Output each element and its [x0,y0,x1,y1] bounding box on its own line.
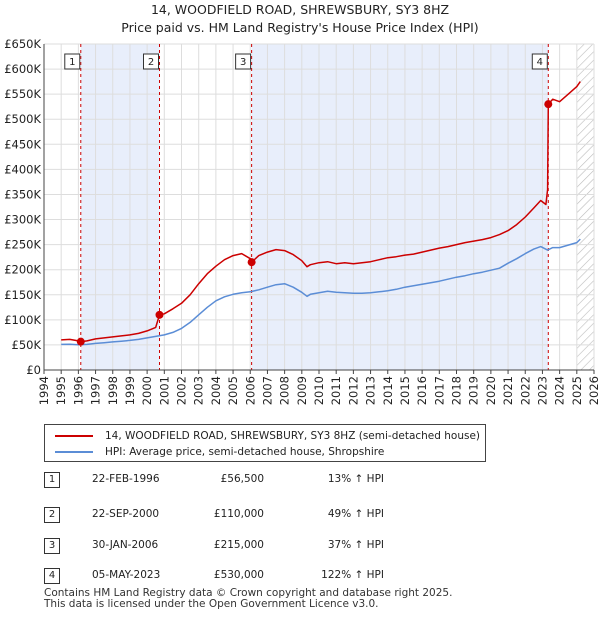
table-row: 1 22-FEB-1996 £56,500 13% ↑ HPI [44,472,444,492]
transaction-hpi: 49% ↑ HPI [294,508,384,520]
y-tick-label: £450K [4,137,41,151]
legend-label-hpi: HPI: Average price, semi-detached house,… [105,446,384,458]
transaction-date: 05-MAY-2023 [92,569,160,581]
x-tick-label: 2010 [312,376,326,405]
sale-point [156,311,164,319]
transaction-date: 22-FEB-1996 [92,473,160,485]
x-tick-label: 2019 [467,376,481,405]
shaded-period [81,44,160,370]
sale-label: 3 [240,57,246,68]
x-tick-label: 1997 [89,376,103,405]
sale-point [248,258,256,266]
x-tick-label: 2025 [570,376,584,405]
transaction-price: £110,000 [184,508,264,520]
table-row: 4 05-MAY-2023 £530,000 122% ↑ HPI [44,568,444,588]
x-tick-label: 2007 [260,376,274,405]
legend-label-property: 14, WOODFIELD ROAD, SHREWSBURY, SY3 8HZ … [105,430,480,442]
x-tick-label: 2022 [518,376,532,405]
footer-license: This data is licensed under the Open Gov… [44,599,452,610]
price-chart: 1 2 3 4 £0 £50K £100K £150K £200K £250K £300K £350… [0,0,600,420]
transaction-hpi: 37% ↑ HPI [294,539,384,551]
transaction-price: £56,500 [184,473,264,485]
x-tick-label: 2018 [450,376,464,405]
y-tick-label: £0 [26,363,41,377]
y-tick-label: £250K [4,238,41,252]
sale-label-box: 1 [65,54,80,69]
table-row: 3 30-JAN-2006 £215,000 37% ↑ HPI [44,538,444,558]
x-tick-label: 2001 [157,376,171,405]
x-tick-label: 2005 [226,376,240,405]
x-tick-label: 2013 [364,376,378,405]
x-tick-label: 1998 [106,376,120,405]
sale-label: 2 [148,57,154,68]
x-tick-label: 2002 [175,376,189,405]
transaction-price: £530,000 [184,569,264,581]
future-hatch [577,44,594,370]
x-tick-label: 2008 [278,376,292,405]
x-tick-label: 1994 [37,376,51,405]
x-tick-label: 2011 [329,376,343,405]
transaction-number: 1 [44,472,60,488]
x-tick-label: 1999 [123,376,137,405]
x-tick-label: 2024 [553,376,567,405]
sale-label-box: 2 [144,54,159,69]
legend: 14, WOODFIELD ROAD, SHREWSBURY, SY3 8HZ … [44,424,486,462]
x-tick-label: 2014 [381,376,395,405]
x-tick-label: 1996 [71,376,85,405]
x-tick-label: 1995 [54,376,68,405]
y-tick-label: £200K [4,263,41,277]
transaction-date: 22-SEP-2000 [92,508,159,520]
sale-label: 4 [537,57,543,68]
x-tick-label: 2017 [432,376,446,405]
y-tick-label: £400K [4,162,41,176]
legend-swatch-hpi [55,451,93,453]
y-tick-label: £50K [12,338,42,352]
y-tick-label: £150K [4,288,41,302]
x-tick-label: 2012 [346,376,360,405]
x-tick-label: 2004 [209,376,223,405]
y-tick-label: £300K [4,213,41,227]
sale-label-box: 3 [236,54,251,69]
transaction-number: 2 [44,507,60,523]
y-tick-label: £600K [4,62,41,76]
legend-item-property: 14, WOODFIELD ROAD, SHREWSBURY, SY3 8HZ … [55,428,480,444]
y-tick-label: £650K [4,37,41,51]
x-tick-label: 2009 [295,376,309,405]
x-tick-label: 2021 [501,376,515,405]
sale-point [77,338,85,346]
sale-label-box: 4 [532,54,547,69]
footer: Contains HM Land Registry data © Crown c… [44,588,452,610]
transaction-hpi: 13% ↑ HPI [294,473,384,485]
transaction-price: £215,000 [184,539,264,551]
shaded-period [252,44,549,370]
legend-item-hpi: HPI: Average price, semi-detached house,… [55,444,384,460]
x-tick-label: 2026 [587,376,600,405]
transaction-number: 3 [44,538,60,554]
x-tick-label: 2020 [484,376,498,405]
sale-point [544,100,552,108]
y-tick-label: £350K [4,187,41,201]
transaction-number: 4 [44,568,60,584]
legend-swatch-property [55,435,93,437]
transaction-hpi: 122% ↑ HPI [294,569,384,581]
x-tick-label: 2015 [398,376,412,405]
table-row: 2 22-SEP-2000 £110,000 49% ↑ HPI [44,507,444,527]
x-tick-label: 2023 [535,376,549,405]
y-tick-label: £100K [4,313,41,327]
x-tick-label: 2006 [243,376,257,405]
transaction-date: 30-JAN-2006 [92,539,158,551]
y-tick-label: £500K [4,112,41,126]
sale-label: 1 [69,57,75,68]
x-tick-label: 2003 [192,376,206,405]
x-tick-label: 2000 [140,376,154,405]
y-tick-label: £550K [4,87,41,101]
x-tick-label: 2016 [415,376,429,405]
